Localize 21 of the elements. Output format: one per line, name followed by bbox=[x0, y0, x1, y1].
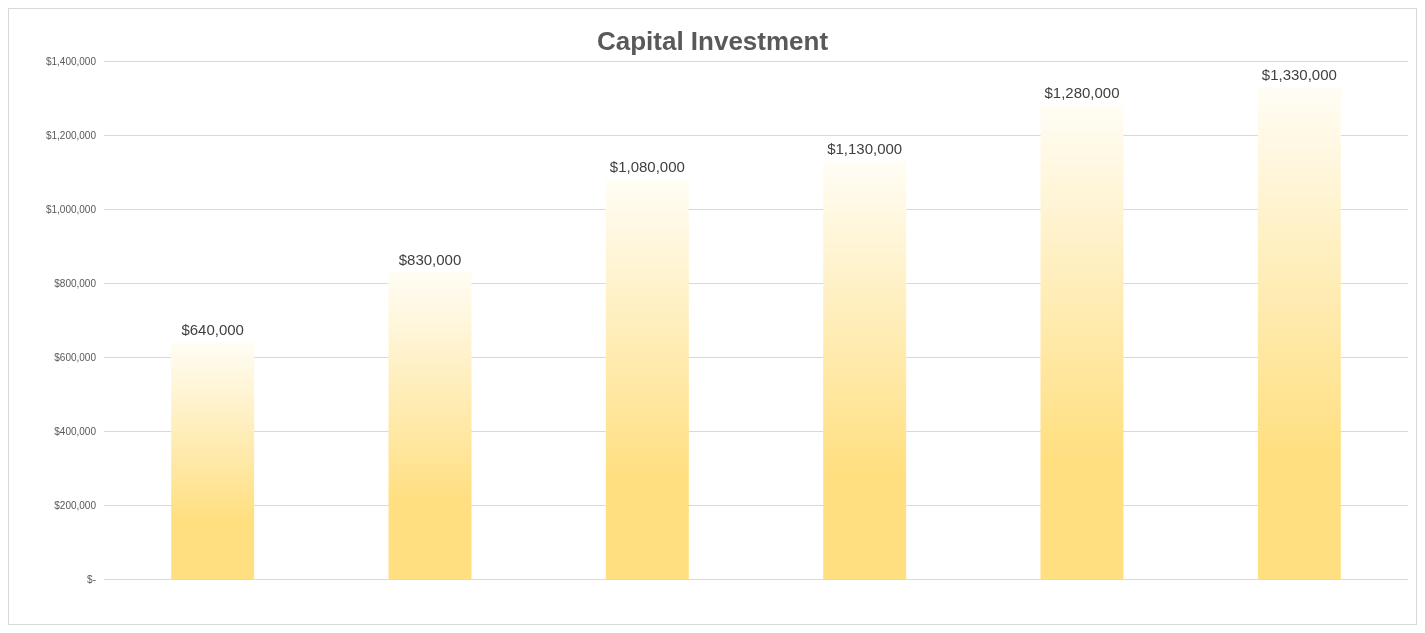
data-label: $1,330,000 bbox=[1261, 65, 1337, 83]
bar bbox=[823, 160, 907, 579]
y-tick-label: $800,000 bbox=[54, 277, 97, 289]
bar bbox=[605, 179, 689, 579]
y-tick-label: $- bbox=[87, 573, 96, 585]
bar bbox=[171, 342, 255, 579]
y-tick-label: $1,200,000 bbox=[45, 129, 97, 141]
chart-title: Capital Investment bbox=[596, 26, 829, 56]
bar bbox=[1257, 86, 1341, 579]
data-label: $1,280,000 bbox=[1044, 84, 1120, 102]
y-tick-label: $1,000,000 bbox=[45, 203, 97, 215]
bar bbox=[388, 271, 472, 579]
y-tick-label: $200,000 bbox=[54, 499, 97, 511]
data-label: $640,000 bbox=[181, 321, 244, 339]
data-label: $1,130,000 bbox=[827, 139, 903, 157]
y-tick-label: $600,000 bbox=[54, 351, 97, 363]
data-label: $1,080,000 bbox=[609, 158, 685, 176]
y-tick-label: $1,400,000 bbox=[45, 55, 97, 67]
bar bbox=[1040, 105, 1124, 579]
data-label: $830,000 bbox=[398, 250, 462, 268]
y-tick-label: $400,000 bbox=[54, 425, 97, 437]
